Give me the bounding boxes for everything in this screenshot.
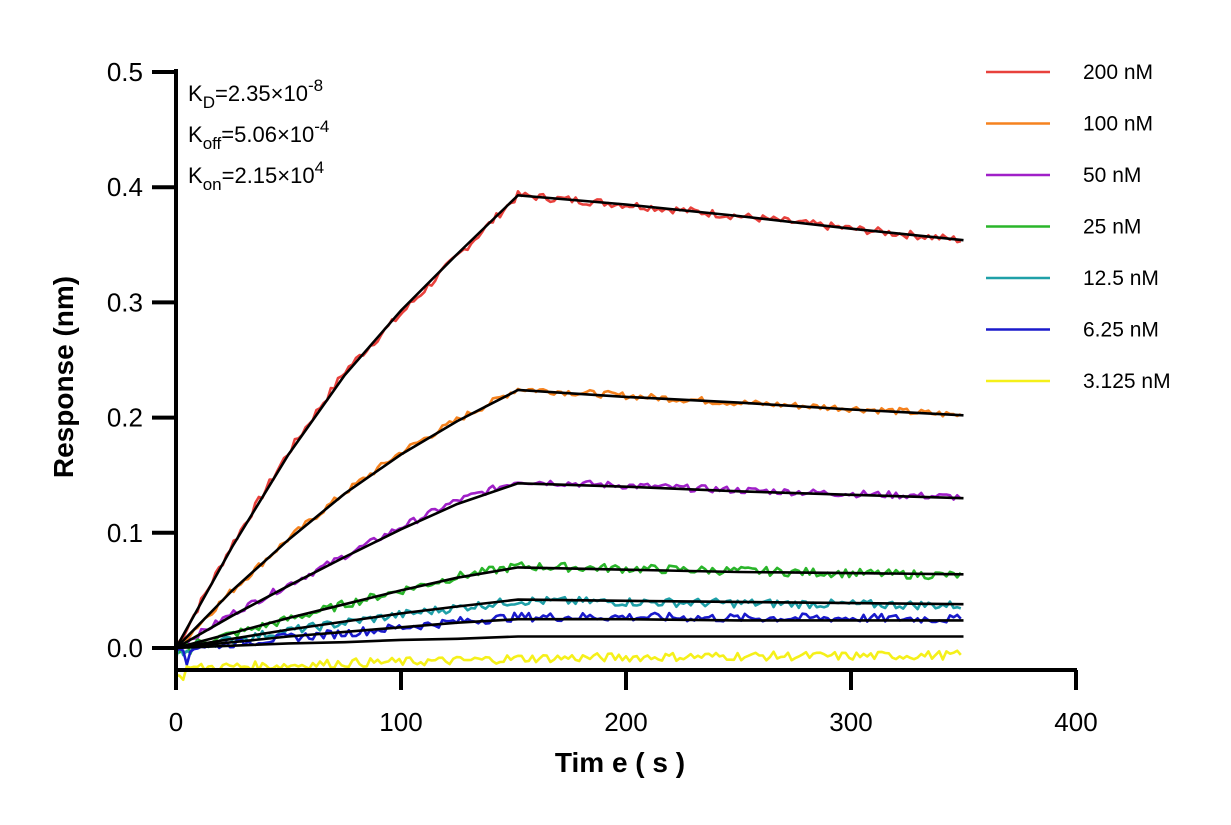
y-tick-label: 0.2 <box>107 403 143 433</box>
legend-label: 6.25 nM <box>1083 319 1159 342</box>
fit-line <box>174 193 964 649</box>
ticks-layer: 0 100 200 300 400 0.0 0.1 0.2 0.3 0.4 0.5 <box>107 57 1098 737</box>
x-tick-label: 300 <box>829 707 872 737</box>
x-axis-title: Tim e ( s ) <box>555 747 685 778</box>
legend-item: 6.25 nM <box>986 319 1159 342</box>
y-tick-label: 0.3 <box>107 287 143 317</box>
legend-label: 12.5 nM <box>1083 267 1159 290</box>
legend-label: 200 nM <box>1083 61 1153 84</box>
fit-line <box>175 635 964 650</box>
x-tick-label: 200 <box>604 707 647 737</box>
y-tick-label: 0.1 <box>107 518 143 548</box>
y-tick-label: 0.4 <box>107 172 143 202</box>
legend-label: 3.125 nM <box>1083 370 1171 393</box>
series-line <box>174 479 962 652</box>
y-tick-label: 0.0 <box>107 633 143 663</box>
fit-line <box>175 388 964 649</box>
legend-item: 200 nM <box>986 61 1153 84</box>
x-tick-label: 100 <box>379 707 422 737</box>
fit-layer <box>174 193 964 650</box>
fit-line <box>175 481 964 650</box>
kinetics-annotation: Kon=2.15×104 <box>188 158 324 194</box>
axes-layer <box>174 69 1077 672</box>
legend-item: 50 nM <box>986 164 1141 187</box>
fit-line <box>175 617 964 650</box>
fit-line <box>175 566 964 650</box>
y-axis-title: Response (nm) <box>48 276 79 478</box>
legend-item: 12.5 nM <box>986 267 1159 290</box>
series-line <box>174 190 962 649</box>
x-tick-label: 400 <box>1054 707 1097 737</box>
series-layer <box>174 190 962 682</box>
legend-item: 25 nM <box>986 216 1141 239</box>
annotation-block: KD=2.35×10-8 Koff=5.06×10-4 Kon=2.15×104 <box>188 76 329 194</box>
legend-item: 100 nM <box>986 113 1153 136</box>
kinetics-annotation: KD=2.35×10-8 <box>188 76 323 112</box>
x-tick-label: 0 <box>169 707 183 737</box>
kinetics-annotation: Koff=5.06×10-4 <box>188 117 329 153</box>
legend: 200 nM 100 nM 50 nM 25 nM 12.5 nM 6.25 nM 3.12… <box>986 61 1171 393</box>
series-line <box>175 561 962 656</box>
legend-label: 100 nM <box>1083 113 1153 136</box>
y-tick-label: 0.5 <box>107 57 143 87</box>
legend-item: 3.125 nM <box>986 370 1171 393</box>
legend-label: 25 nM <box>1083 216 1141 239</box>
series-line <box>175 649 962 682</box>
series-line <box>174 387 962 650</box>
fit-line <box>175 598 964 650</box>
legend-label: 50 nM <box>1083 164 1141 187</box>
